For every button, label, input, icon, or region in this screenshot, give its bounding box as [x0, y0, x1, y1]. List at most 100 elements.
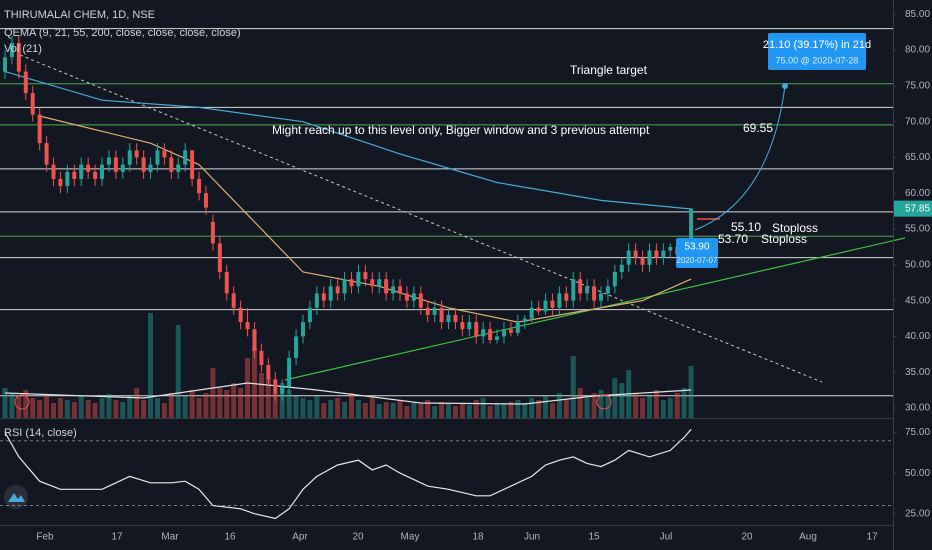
- candle-body: [633, 250, 638, 258]
- candle-body: [300, 322, 305, 337]
- volume-bar: [224, 390, 230, 418]
- candle-body: [224, 271, 229, 294]
- volume-bar: [473, 400, 479, 418]
- candle-body: [100, 164, 105, 179]
- volume-bar: [660, 400, 666, 418]
- volume-bar: [16, 396, 22, 418]
- volume-bar: [37, 400, 43, 418]
- volume-bar: [141, 400, 147, 418]
- candle-body: [294, 336, 299, 358]
- candle-body: [79, 164, 84, 179]
- rsi-title: RSI (14, close): [4, 427, 77, 439]
- y-tick-label: 45.00: [905, 295, 930, 306]
- volume-bar: [328, 400, 334, 418]
- candle-body: [203, 193, 208, 208]
- candle-body: [280, 386, 285, 394]
- target-callout-text: 75.00 @ 2020-07-28: [776, 55, 859, 65]
- annotation: Triangle target: [570, 63, 648, 77]
- volume-bar: [106, 394, 112, 418]
- volume-bar: [203, 393, 209, 418]
- volume-bar: [148, 313, 154, 418]
- volume-bar: [23, 390, 29, 418]
- volume-bar: [175, 325, 181, 418]
- volume-bar: [85, 400, 91, 418]
- y-tick-label: 60.00: [905, 188, 930, 199]
- volume-bar: [390, 403, 396, 418]
- candle-body: [384, 279, 389, 294]
- candle-body: [183, 150, 188, 165]
- volume-bar: [570, 356, 576, 418]
- volume-bar: [342, 402, 348, 418]
- y-tick-label: 50.00: [905, 259, 930, 270]
- volume-bar: [459, 403, 465, 418]
- candle-body: [585, 286, 590, 294]
- volume-bar: [688, 366, 694, 418]
- candle-body: [37, 114, 42, 144]
- volume-bar: [556, 393, 562, 418]
- volume-bar: [2, 388, 8, 418]
- indicator-label: QEMA (9, 21, 55, 200, close, close, clos…: [4, 27, 241, 39]
- volume-bar: [411, 403, 417, 418]
- volume-bar: [92, 403, 98, 418]
- candle-body: [169, 157, 174, 172]
- candle-body: [134, 150, 139, 158]
- candle-body: [557, 293, 562, 308]
- y-tick-label: 40.00: [905, 331, 930, 342]
- volume-bar: [480, 398, 486, 418]
- candle-body: [564, 293, 569, 301]
- volume-bar: [134, 388, 140, 418]
- candle-body: [481, 329, 486, 337]
- candle-body: [501, 329, 506, 337]
- candle-body: [605, 286, 610, 294]
- candle-body: [363, 271, 368, 280]
- volume-bar: [355, 400, 361, 418]
- volume-bar: [508, 402, 514, 418]
- volume-bar: [536, 400, 542, 418]
- candle-body: [176, 164, 181, 172]
- annotation: 53.70: [718, 232, 748, 246]
- volume-bar: [397, 400, 403, 418]
- candle-body: [550, 300, 555, 308]
- entry-callout-text: 2020-07-07: [677, 256, 718, 265]
- volume-bar: [161, 403, 167, 418]
- volume-bar: [335, 398, 341, 418]
- candle-body: [654, 250, 659, 258]
- volume-bar: [549, 403, 555, 418]
- x-tick-label: 20: [352, 532, 364, 543]
- volume-bar: [217, 388, 223, 418]
- y-tick-label: 65.00: [905, 152, 930, 163]
- candle-body: [210, 221, 215, 244]
- candle-body: [3, 57, 7, 72]
- candle-body: [612, 271, 617, 287]
- volume-bar: [619, 383, 625, 418]
- candle-body: [314, 293, 319, 308]
- volume-bar: [369, 398, 375, 418]
- x-tick-label: Jun: [524, 532, 540, 543]
- candle-body: [571, 279, 576, 301]
- volume-bar: [612, 378, 618, 418]
- event-icon[interactable]: [596, 394, 612, 410]
- rsi-tick-label: 75.00: [905, 427, 930, 438]
- x-tick-label: May: [401, 532, 420, 543]
- candle-body: [619, 264, 624, 272]
- volume-bar: [633, 393, 639, 418]
- x-tick-label: 17: [111, 532, 123, 543]
- event-icon[interactable]: [14, 394, 30, 410]
- volume-bar: [584, 398, 590, 418]
- candle-body: [404, 293, 409, 301]
- last-price-box: [894, 200, 932, 217]
- volume-bar: [245, 358, 251, 418]
- volume-bar: [418, 404, 424, 418]
- annotation: Stoploss: [772, 221, 818, 235]
- candle-body: [398, 286, 403, 294]
- candle-body: [689, 208, 694, 247]
- candle-body: [162, 150, 167, 158]
- volume-bar: [653, 390, 659, 418]
- volume-bar: [667, 398, 673, 418]
- volume-bar: [251, 348, 257, 418]
- candle-body: [432, 307, 437, 315]
- volume-bar: [674, 393, 680, 418]
- volume-bar: [466, 405, 472, 418]
- volume-bar: [44, 396, 50, 418]
- volume-bar: [71, 402, 77, 418]
